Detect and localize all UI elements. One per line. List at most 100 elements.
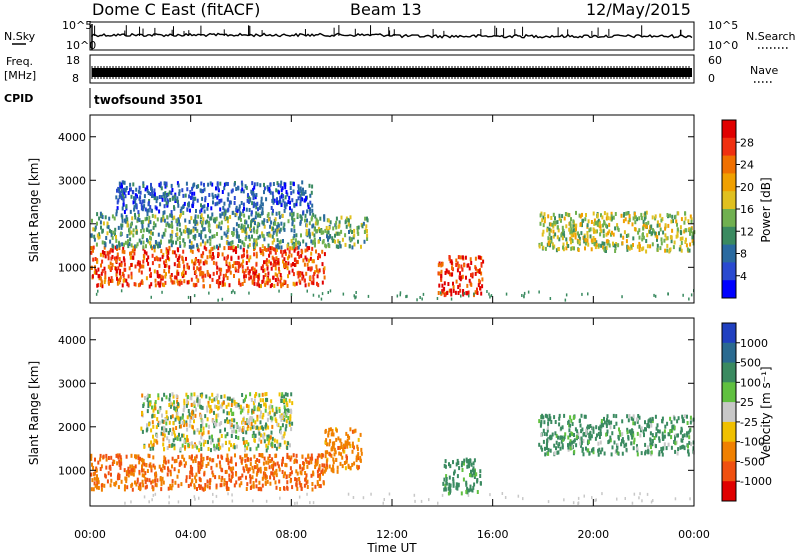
data-cell bbox=[197, 214, 200, 219]
colorbar-tick-label: -100 bbox=[740, 436, 765, 449]
data-cell bbox=[155, 483, 158, 488]
data-cell bbox=[131, 468, 134, 473]
data-cell bbox=[282, 239, 284, 243]
data-cell bbox=[366, 237, 369, 241]
data-cell bbox=[260, 284, 262, 289]
data-cell bbox=[325, 225, 328, 230]
data-cell bbox=[466, 464, 469, 469]
data-cell bbox=[297, 245, 300, 250]
data-cell bbox=[115, 238, 118, 243]
data-cell bbox=[147, 223, 150, 228]
data-cell bbox=[165, 428, 168, 433]
data-cell bbox=[460, 491, 463, 496]
data-cell bbox=[206, 456, 209, 461]
data-cell bbox=[147, 453, 150, 458]
data-cell bbox=[277, 266, 280, 271]
data-cell bbox=[183, 439, 186, 444]
data-cell bbox=[102, 221, 105, 226]
data-cell bbox=[146, 423, 148, 428]
data-cell bbox=[178, 189, 181, 194]
data-cell bbox=[157, 232, 160, 237]
data-cell bbox=[540, 432, 543, 437]
data-cell bbox=[102, 253, 105, 258]
data-cell bbox=[121, 223, 124, 228]
data-cell bbox=[607, 231, 610, 236]
data-cell bbox=[182, 211, 185, 215]
data-cell bbox=[621, 432, 624, 437]
data-cell bbox=[216, 393, 219, 398]
data-cell bbox=[115, 195, 118, 200]
data-cell bbox=[182, 193, 185, 198]
data-cell bbox=[232, 289, 234, 293]
data-cell bbox=[282, 474, 285, 479]
data-cell bbox=[600, 419, 603, 423]
data-cell bbox=[182, 259, 185, 264]
data-cell bbox=[199, 461, 202, 466]
data-cell bbox=[190, 392, 193, 397]
data-cell bbox=[691, 235, 694, 240]
data-cell bbox=[439, 291, 442, 295]
data-cell bbox=[205, 464, 208, 468]
data-cell bbox=[295, 483, 298, 488]
data-cell bbox=[452, 285, 455, 290]
data-cell bbox=[230, 242, 233, 246]
data-cell bbox=[168, 257, 171, 262]
data-cell bbox=[606, 216, 609, 221]
data-cell bbox=[610, 214, 613, 219]
data-cell bbox=[637, 230, 640, 235]
data-cell bbox=[288, 455, 290, 460]
data-cell bbox=[334, 223, 337, 228]
data-cell bbox=[187, 228, 190, 233]
data-cell bbox=[122, 190, 125, 195]
data-cell bbox=[241, 228, 244, 233]
data-cell bbox=[210, 216, 213, 221]
data-cell bbox=[229, 270, 232, 275]
data-cell bbox=[255, 484, 258, 489]
data-cell bbox=[309, 456, 312, 461]
data-cell bbox=[128, 227, 131, 232]
data-cell bbox=[280, 284, 283, 289]
data-cell bbox=[340, 452, 342, 457]
data-cell bbox=[110, 276, 113, 281]
data-cell bbox=[465, 480, 468, 485]
data-cell bbox=[235, 429, 238, 434]
data-cell bbox=[345, 224, 348, 229]
data-cell bbox=[582, 218, 585, 223]
data-cell bbox=[650, 450, 653, 455]
data-cell bbox=[479, 474, 482, 478]
data-cell bbox=[209, 229, 212, 234]
data-cell bbox=[473, 482, 476, 487]
data-cell bbox=[523, 294, 525, 298]
data-cell bbox=[569, 446, 572, 451]
data-cell bbox=[217, 400, 220, 405]
data-cell bbox=[441, 283, 444, 288]
data-cell bbox=[101, 284, 104, 289]
data-cell bbox=[281, 253, 284, 258]
data-cell bbox=[299, 221, 302, 226]
data-cell bbox=[211, 192, 214, 197]
data-cell bbox=[339, 438, 342, 443]
data-cell bbox=[302, 187, 304, 192]
data-cell bbox=[183, 398, 186, 403]
data-cell bbox=[130, 243, 133, 248]
data-cell bbox=[563, 498, 565, 502]
data-cell bbox=[246, 419, 249, 424]
data-cell bbox=[667, 223, 670, 228]
data-cell bbox=[627, 418, 630, 423]
data-cell bbox=[579, 214, 582, 219]
data-cell bbox=[134, 196, 137, 200]
data-cell bbox=[573, 415, 575, 420]
data-cell bbox=[234, 453, 236, 458]
data-cell bbox=[177, 500, 180, 504]
data-cell bbox=[300, 233, 302, 238]
data-cell bbox=[335, 220, 338, 225]
data-cell bbox=[567, 443, 569, 448]
data-cell bbox=[196, 198, 199, 203]
data-cell bbox=[287, 416, 290, 420]
data-cell bbox=[308, 221, 311, 226]
data-cell bbox=[132, 255, 135, 260]
data-cell bbox=[617, 451, 620, 456]
data-cell bbox=[470, 462, 473, 467]
data-cell bbox=[271, 240, 274, 245]
data-cell bbox=[124, 240, 127, 245]
